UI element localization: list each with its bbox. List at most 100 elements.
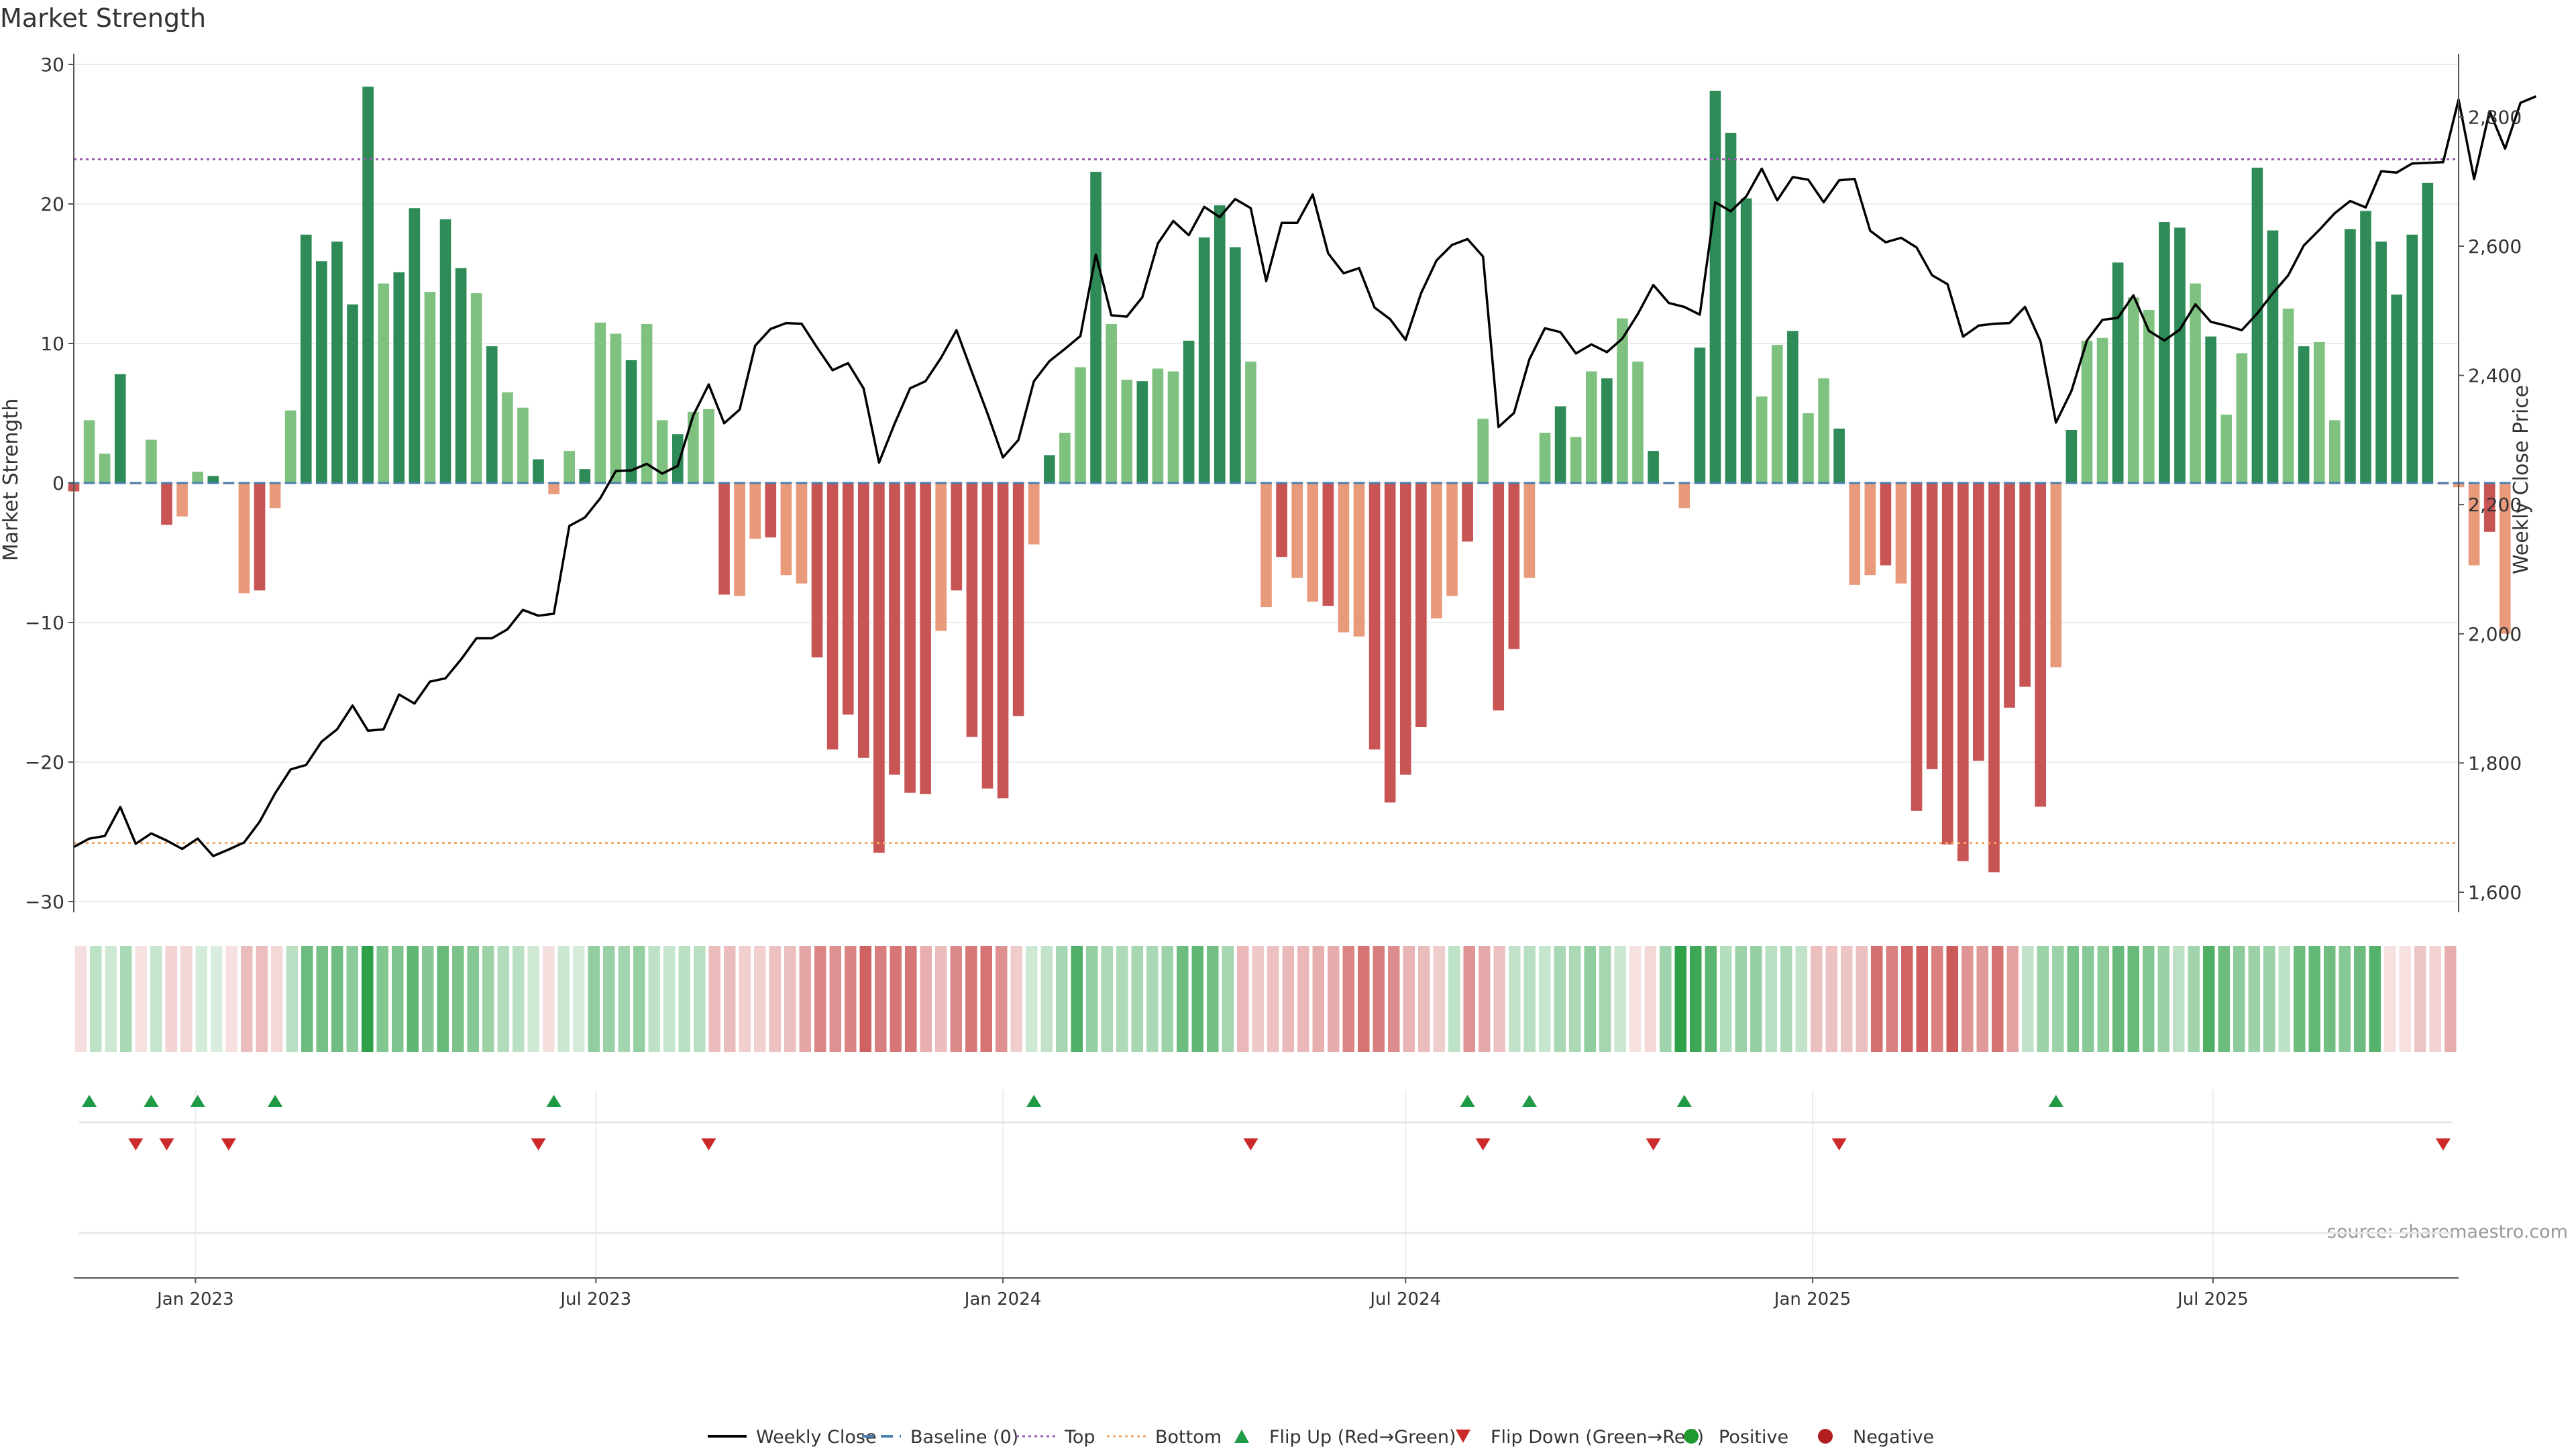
strength-bar bbox=[1725, 132, 1737, 484]
heat-cell bbox=[678, 946, 690, 1052]
heat-cell bbox=[573, 946, 585, 1052]
heat-cell bbox=[331, 946, 343, 1052]
strength-bar bbox=[114, 374, 126, 483]
strength-bar bbox=[533, 459, 544, 483]
heat-cell bbox=[225, 946, 237, 1052]
heat-cell bbox=[1433, 946, 1445, 1052]
heat-cell bbox=[271, 946, 283, 1052]
heat-cell bbox=[1811, 946, 1823, 1052]
strength-bar bbox=[2360, 211, 2371, 483]
heat-cell bbox=[935, 946, 947, 1052]
heat-cell bbox=[180, 946, 193, 1052]
heat-cell bbox=[1131, 946, 1143, 1052]
strength-bar bbox=[718, 483, 730, 595]
heat-cell bbox=[2006, 946, 2019, 1052]
strength-bar bbox=[625, 360, 637, 483]
strength-bar bbox=[1570, 437, 1582, 483]
strength-bar bbox=[146, 439, 157, 483]
y-tick-label: 10 bbox=[40, 333, 64, 355]
heat-cell bbox=[1463, 946, 1475, 1052]
strength-bar bbox=[780, 483, 792, 576]
strength-bar bbox=[1787, 331, 1799, 483]
heat-cell bbox=[1207, 946, 1219, 1052]
heat-cell bbox=[211, 946, 223, 1052]
x-tick-label: Jul 2024 bbox=[1368, 1289, 1441, 1309]
y-tick-label: −30 bbox=[25, 891, 64, 913]
strength-bar bbox=[1028, 483, 1040, 545]
heat-cell bbox=[1554, 946, 1566, 1052]
strength-bar bbox=[1044, 455, 1055, 483]
y2-tick-label: 1,800 bbox=[2468, 752, 2522, 774]
legend-label: Negative bbox=[1853, 1427, 1934, 1448]
heat-cell bbox=[150, 946, 162, 1052]
strength-bar bbox=[2050, 483, 2062, 667]
heat-cell bbox=[2324, 946, 2336, 1052]
strength-bar bbox=[99, 453, 111, 483]
strength-bar bbox=[904, 483, 916, 793]
y2-tick-label: 2,800 bbox=[2468, 106, 2522, 128]
flip-up-marker bbox=[1460, 1095, 1475, 1107]
strength-bar bbox=[1462, 483, 1473, 542]
strength-bar bbox=[1245, 362, 1256, 483]
strength-bar bbox=[920, 483, 931, 794]
legend-label: Flip Up (Red→Green) bbox=[1269, 1427, 1456, 1448]
flip-up-marker bbox=[2048, 1095, 2063, 1107]
strength-bar bbox=[1307, 483, 1319, 602]
heat-cell bbox=[2112, 946, 2125, 1052]
flip-down-marker bbox=[531, 1138, 546, 1150]
heat-cell bbox=[1780, 946, 1792, 1052]
heat-cell bbox=[1040, 946, 1053, 1052]
heat-cell bbox=[2097, 946, 2109, 1052]
legend-swatch bbox=[1684, 1429, 1699, 1444]
strength-bar bbox=[1198, 237, 1210, 483]
heat-cell bbox=[2082, 946, 2094, 1052]
heat-cell bbox=[90, 946, 102, 1052]
flip-up-marker bbox=[1521, 1095, 1537, 1107]
heat-cell bbox=[2294, 946, 2306, 1052]
legend-item-4: Flip Up (Red→Green) bbox=[1234, 1427, 1456, 1448]
heat-cell bbox=[1056, 946, 1068, 1052]
heat-cell bbox=[74, 946, 87, 1052]
flip-up-marker bbox=[268, 1095, 283, 1107]
strength-bar bbox=[1926, 483, 1938, 769]
flip-up-marker bbox=[546, 1095, 561, 1107]
heat-cell bbox=[543, 946, 555, 1052]
heat-cell bbox=[1539, 946, 1551, 1052]
heat-cell bbox=[1599, 946, 1611, 1052]
strength-bar bbox=[2375, 241, 2387, 483]
heat-cell bbox=[2369, 946, 2381, 1052]
heat-cell bbox=[362, 946, 374, 1052]
heat-cell bbox=[1071, 946, 1083, 1052]
heat-cell bbox=[513, 946, 525, 1052]
strength-bar bbox=[1911, 483, 1923, 811]
legend-item-2: Top bbox=[1016, 1427, 1095, 1448]
heat-cell bbox=[1342, 946, 1354, 1052]
legend-label: Top bbox=[1064, 1427, 1095, 1448]
strength-bar bbox=[2329, 420, 2341, 483]
heat-cell bbox=[241, 946, 253, 1052]
strength-bar bbox=[1167, 371, 1179, 483]
heat-cell bbox=[301, 946, 313, 1052]
flip-up-marker bbox=[1676, 1095, 1692, 1107]
strength-bar bbox=[857, 483, 869, 758]
heat-cell bbox=[1297, 946, 1309, 1052]
strength-bar bbox=[1523, 483, 1536, 578]
heat-cell bbox=[845, 946, 857, 1052]
heat-cell bbox=[2157, 946, 2169, 1052]
legend-item-0: Weekly Close bbox=[708, 1427, 877, 1448]
heat-cell bbox=[376, 946, 388, 1052]
strength-bar bbox=[1740, 198, 1752, 483]
heat-cell bbox=[1312, 946, 1324, 1052]
strength-bar bbox=[1539, 433, 1551, 483]
y2-tick-label: 2,600 bbox=[2468, 235, 2522, 258]
strength-bar bbox=[1214, 205, 1226, 483]
strength-bar bbox=[1059, 433, 1071, 483]
strength-bar bbox=[2391, 294, 2402, 483]
strength-bar bbox=[2127, 297, 2139, 483]
legend-item-3: Bottom bbox=[1107, 1427, 1222, 1448]
heat-cell bbox=[2067, 946, 2079, 1052]
strength-bar bbox=[502, 392, 513, 483]
strength-bar bbox=[1090, 172, 1102, 483]
strength-bar bbox=[1508, 483, 1520, 649]
heat-cell bbox=[407, 946, 419, 1052]
